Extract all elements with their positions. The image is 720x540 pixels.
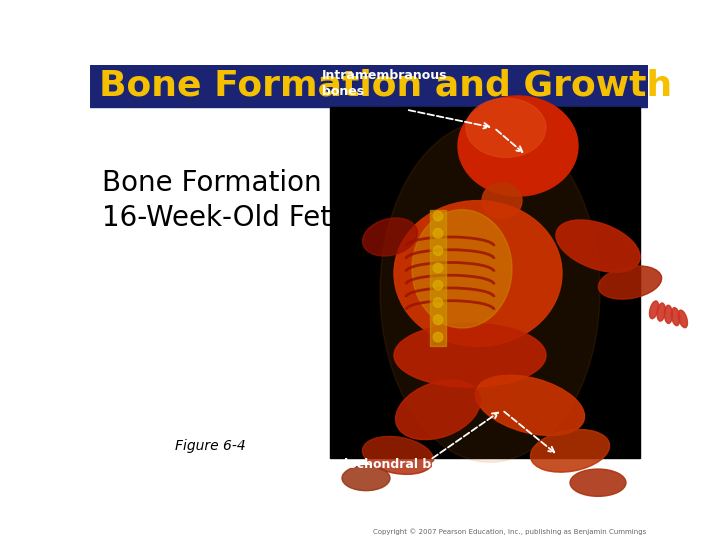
Ellipse shape <box>482 183 522 219</box>
Ellipse shape <box>394 200 562 346</box>
Circle shape <box>433 298 443 307</box>
Bar <box>90 107 330 481</box>
Ellipse shape <box>598 266 662 299</box>
Circle shape <box>433 332 443 342</box>
Bar <box>90 65 648 107</box>
Ellipse shape <box>362 436 433 474</box>
Text: Bone Formation in
16-Week-Old Fetus: Bone Formation in 16-Week-Old Fetus <box>102 168 363 232</box>
Ellipse shape <box>475 375 585 435</box>
Ellipse shape <box>395 380 480 440</box>
Circle shape <box>433 228 443 238</box>
Text: Bone Formation and Growth: Bone Formation and Growth <box>99 69 672 103</box>
Text: Endochondral bones: Endochondral bones <box>322 458 464 471</box>
Text: Intramembranous
bones: Intramembranous bones <box>322 69 448 98</box>
Ellipse shape <box>412 210 512 328</box>
Ellipse shape <box>678 310 688 328</box>
Ellipse shape <box>649 301 659 319</box>
Ellipse shape <box>466 98 546 157</box>
Text: Figure 6-4: Figure 6-4 <box>175 439 246 453</box>
Ellipse shape <box>458 96 578 196</box>
Circle shape <box>433 280 443 290</box>
Ellipse shape <box>556 220 640 272</box>
Circle shape <box>433 315 443 325</box>
Ellipse shape <box>657 303 665 321</box>
Ellipse shape <box>342 465 390 491</box>
Circle shape <box>433 263 443 273</box>
Circle shape <box>433 246 443 255</box>
Ellipse shape <box>394 323 546 387</box>
Ellipse shape <box>531 429 610 472</box>
Text: Copyright © 2007 Pearson Education, Inc., publishing as Benjamin Cummings: Copyright © 2007 Pearson Education, Inc.… <box>374 528 647 535</box>
Ellipse shape <box>665 305 672 323</box>
Ellipse shape <box>380 121 600 462</box>
Bar <box>430 210 446 346</box>
Ellipse shape <box>363 218 418 256</box>
Circle shape <box>433 211 443 221</box>
Ellipse shape <box>570 469 626 496</box>
Ellipse shape <box>672 308 680 326</box>
Bar <box>330 107 640 457</box>
